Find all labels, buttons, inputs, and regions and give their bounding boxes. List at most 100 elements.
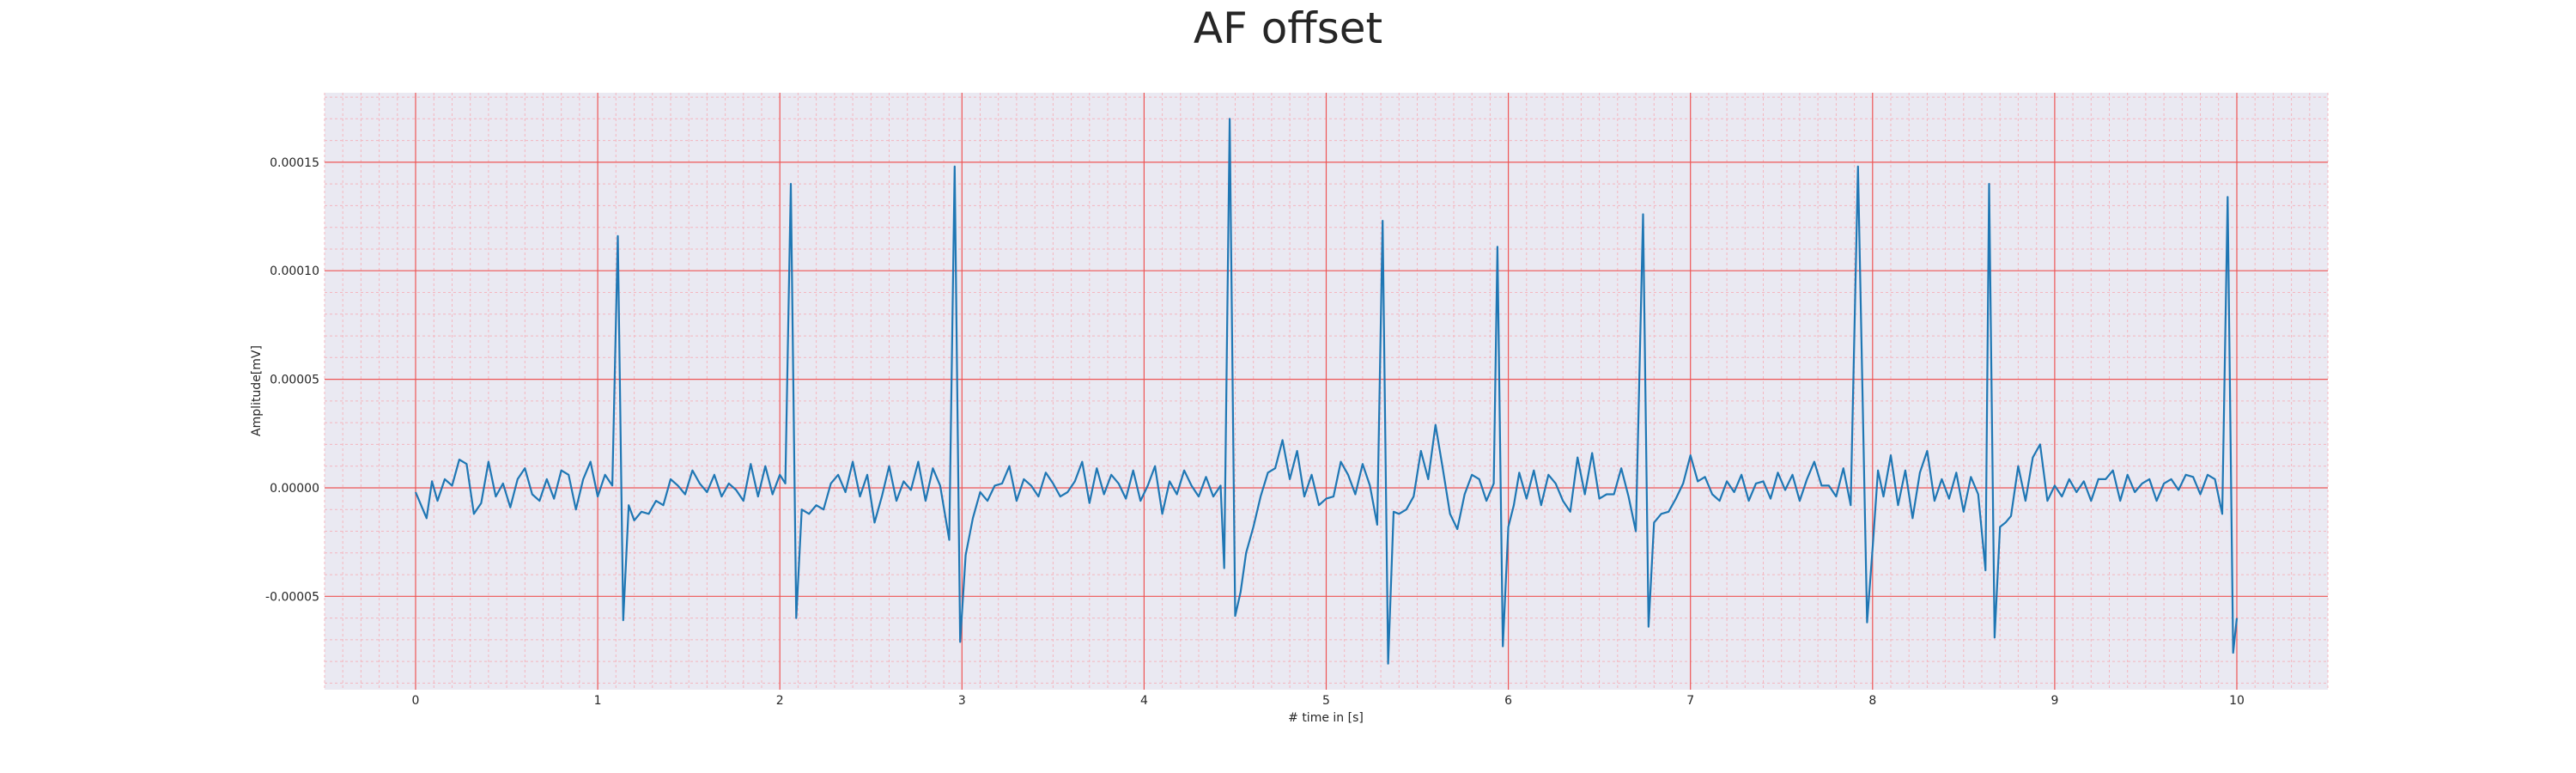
data-point [1198,496,1200,497]
data-point [415,491,416,493]
data-point [1897,504,1899,506]
data-point [1125,497,1127,499]
x-tick-label: 6 [1504,694,1512,708]
data-point [2025,500,2026,502]
data-point [1260,496,1261,497]
data-point [617,235,618,237]
x-tick-label: 3 [958,694,966,708]
data-point [1382,220,1383,222]
data-point [829,483,831,484]
data-point [1934,500,1935,502]
data-point [1169,480,1170,482]
data-point [1526,497,1528,499]
data-point [480,502,482,504]
data-point [1941,478,1942,480]
data-point [1518,472,1520,473]
data-point [972,517,974,519]
data-point [896,500,897,502]
data-point [1682,483,1684,484]
data-point [1747,500,1749,502]
x-tick-label: 10 [2229,694,2245,708]
data-point [1387,663,1388,665]
data-point [1697,480,1698,482]
data-point [502,483,504,484]
data-point [902,480,904,482]
data-point [1456,528,1458,530]
data-point [948,539,950,540]
data-point [1726,480,1728,482]
data-point [677,484,678,486]
data-point [910,489,912,490]
data-point [2134,491,2136,493]
data-point [750,463,751,465]
data-point [1081,460,1083,462]
data-point [1037,496,1039,497]
data-point [1016,500,1018,502]
data-point [1577,456,1578,458]
data-point [459,459,460,460]
data-point [2090,500,2092,502]
data-point [1502,645,1504,647]
data-point [1398,513,1400,514]
data-point [1147,484,1149,486]
data-point [1045,472,1047,473]
data-point [1340,460,1341,462]
data-point [1492,483,1494,484]
data-point [1176,493,1177,495]
data-point [1442,467,1443,469]
data-point [2127,474,2129,476]
x-tick-label: 8 [1868,694,1876,708]
data-point [859,496,860,497]
data-point [1882,496,1884,497]
x-tick-label: 5 [1322,694,1330,708]
data-point [1139,500,1141,502]
data-point [1240,591,1242,593]
data-point [2155,500,2157,502]
data-point [1820,484,1822,486]
data-point [1627,496,1629,497]
data-point [964,554,966,556]
data-point [1777,472,1778,473]
data-point [655,500,657,502]
data-point [1190,484,1192,486]
data-point [1606,493,1607,495]
data-point [881,496,883,497]
data-point [1001,483,1003,484]
data-point [1296,450,1297,452]
data-point [2004,521,2006,523]
data-point [1513,504,1515,506]
y-tick-label: 0.00010 [270,265,319,278]
data-point [641,511,642,513]
data-point [1253,526,1255,527]
data-point [2046,500,2048,502]
data-point [1547,474,1549,476]
data-point [699,483,701,484]
y-tick-label: 0.00005 [270,374,319,387]
data-point [509,507,511,508]
data-point [582,478,584,480]
data-point [1066,491,1068,493]
data-point [436,500,438,502]
data-point [1978,493,1979,495]
data-point [764,466,766,467]
data-point [1668,511,1669,513]
data-point [1963,511,1965,513]
data-point [1613,493,1614,495]
data-point [1325,497,1327,499]
data-point [2207,474,2208,476]
data-point [1393,511,1394,513]
data-point [420,504,422,506]
data-point [1741,474,1742,476]
data-point [1718,500,1720,502]
data-point [1784,489,1786,490]
data-point [1274,467,1276,469]
x-tick-label: 1 [594,694,602,708]
data-point [790,183,792,185]
data-point [1333,496,1334,497]
data-point [720,496,722,497]
data-point [1245,552,1247,554]
data-point [1161,513,1163,514]
data-point [2221,513,2223,514]
data-point [743,500,744,502]
data-point [2075,491,2077,493]
